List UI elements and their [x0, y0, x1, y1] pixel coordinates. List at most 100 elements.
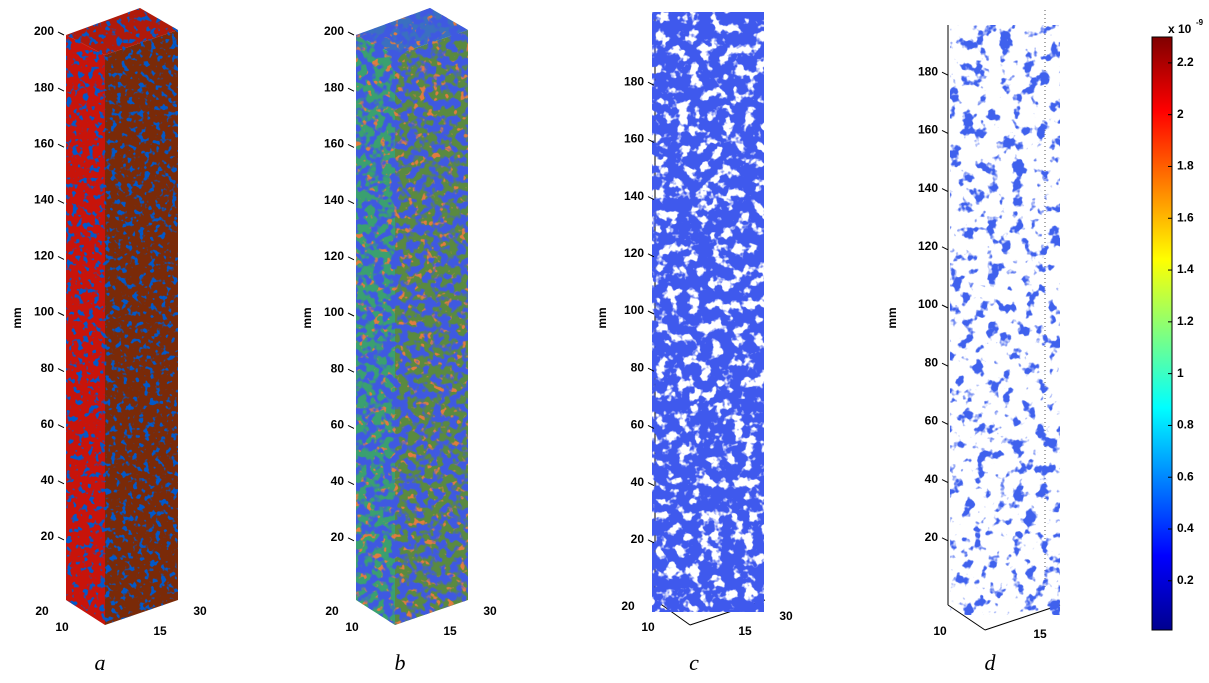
- z-tick-label: 40: [631, 475, 645, 489]
- colorbar-tick-label: 0.2: [1177, 573, 1194, 587]
- z-tick-label: 180: [624, 74, 644, 88]
- y-tick-label: 10: [933, 624, 947, 638]
- z-tick-label: 100: [324, 305, 344, 319]
- colorbar-tick-label: 1.2: [1177, 314, 1194, 328]
- z-tick: [941, 362, 949, 367]
- z-tick: [57, 31, 65, 36]
- z-tick-label: 200: [34, 24, 54, 38]
- z-tick-label: 60: [41, 417, 55, 431]
- colorbar-tick-label: 1.6: [1177, 210, 1194, 224]
- colorbar-tick-label: 1.4: [1177, 262, 1194, 276]
- z-tick: [647, 253, 655, 258]
- z-tick: [347, 424, 355, 429]
- z-tick-label: 180: [918, 64, 938, 78]
- z-axis-label: mm: [300, 307, 314, 328]
- z-tick-label: 160: [918, 123, 938, 137]
- z-tick-label: 160: [324, 137, 344, 151]
- panel-label: d: [985, 650, 997, 675]
- z-tick: [941, 304, 949, 309]
- z-tick: [57, 255, 65, 260]
- z-axis-label: mm: [10, 307, 24, 328]
- z-tick: [347, 481, 355, 486]
- z-tick: [57, 480, 65, 485]
- colorbar-tick-label: 1.8: [1177, 159, 1194, 173]
- z-tick: [57, 199, 65, 204]
- x-tick-label: 30: [483, 604, 497, 618]
- z-tick: [347, 200, 355, 205]
- panel-label: c: [689, 650, 699, 675]
- z-tick-label: 20: [41, 529, 55, 543]
- y-tick-label: 10: [345, 620, 359, 634]
- z-tick-label: 20: [925, 530, 939, 544]
- z-tick: [647, 539, 655, 544]
- x-tick-label: 15: [153, 624, 167, 638]
- colorbar: [1151, 36, 1173, 631]
- colorbar-label-exponent: -9: [1196, 18, 1204, 27]
- colorbar-tick-label: 0.6: [1177, 469, 1194, 483]
- z-tick-label: 40: [925, 472, 939, 486]
- z-tick-label: 120: [624, 246, 644, 260]
- z-tick: [647, 482, 655, 487]
- z-axis-label: mm: [885, 307, 899, 328]
- colorbar-label: x 10: [1168, 22, 1192, 36]
- x-tick-label: 30: [193, 604, 207, 618]
- colorbar-tick-label: 2: [1177, 107, 1184, 121]
- x-tick-label: 15: [443, 624, 457, 638]
- z-tick: [347, 312, 355, 317]
- colorbar-tick-label: 1: [1177, 366, 1184, 380]
- z-tick: [647, 367, 655, 372]
- z-tick-label: 80: [631, 360, 645, 374]
- y-tick-label: 10: [641, 620, 655, 634]
- colorbar-tick-label: 2.2: [1177, 55, 1194, 69]
- z-tick-label: 60: [331, 418, 345, 432]
- z-tick: [941, 246, 949, 251]
- z-tick: [347, 143, 355, 148]
- z-tick-label: 180: [34, 80, 54, 94]
- x-tick-label: 15: [1033, 627, 1047, 641]
- z-tick: [57, 87, 65, 92]
- z-tick: [941, 188, 949, 193]
- y-tick-label: 20: [325, 604, 339, 618]
- colorbar-tick-label: 0.8: [1177, 418, 1194, 432]
- y-tick-label: 20: [35, 604, 49, 618]
- panel-label: b: [395, 650, 406, 675]
- z-tick-label: 20: [631, 532, 645, 546]
- z-tick-label: 140: [918, 181, 938, 195]
- z-tick-label: 140: [34, 192, 54, 206]
- x-tick-label: 15: [738, 624, 752, 638]
- z-tick: [347, 31, 355, 36]
- z-tick-label: 80: [331, 361, 345, 375]
- y-tick-label: 20: [621, 599, 635, 613]
- z-tick: [941, 71, 949, 76]
- z-tick: [347, 537, 355, 542]
- z-tick-label: 100: [624, 303, 644, 317]
- z-tick-label: 120: [324, 249, 344, 263]
- z-tick: [57, 368, 65, 373]
- z-tick-label: 40: [41, 473, 55, 487]
- z-tick-label: 100: [918, 297, 938, 311]
- z-tick: [941, 537, 949, 542]
- z-tick-label: 120: [918, 239, 938, 253]
- y-tick-label: 10: [55, 620, 69, 634]
- z-tick: [647, 196, 655, 201]
- z-tick-label: 140: [624, 189, 644, 203]
- z-tick-label: 20: [331, 530, 345, 544]
- colorbar-tick-label: 0.4: [1177, 521, 1194, 535]
- z-tick-label: 140: [324, 193, 344, 207]
- panel-c-volume: [652, 12, 766, 626]
- z-axis-label: mm: [595, 307, 609, 328]
- z-tick-label: 100: [34, 305, 54, 319]
- z-tick: [647, 138, 655, 143]
- z-tick: [347, 368, 355, 373]
- z-tick-label: 60: [925, 414, 939, 428]
- z-tick-label: 80: [41, 361, 55, 375]
- z-tick: [347, 256, 355, 261]
- z-tick-label: 160: [624, 132, 644, 146]
- z-tick: [57, 424, 65, 429]
- x-tick-label: 30: [779, 609, 793, 623]
- z-tick-label: 200: [324, 24, 344, 38]
- z-tick: [57, 312, 65, 316]
- z-tick-label: 160: [34, 136, 54, 150]
- z-tick: [941, 129, 949, 134]
